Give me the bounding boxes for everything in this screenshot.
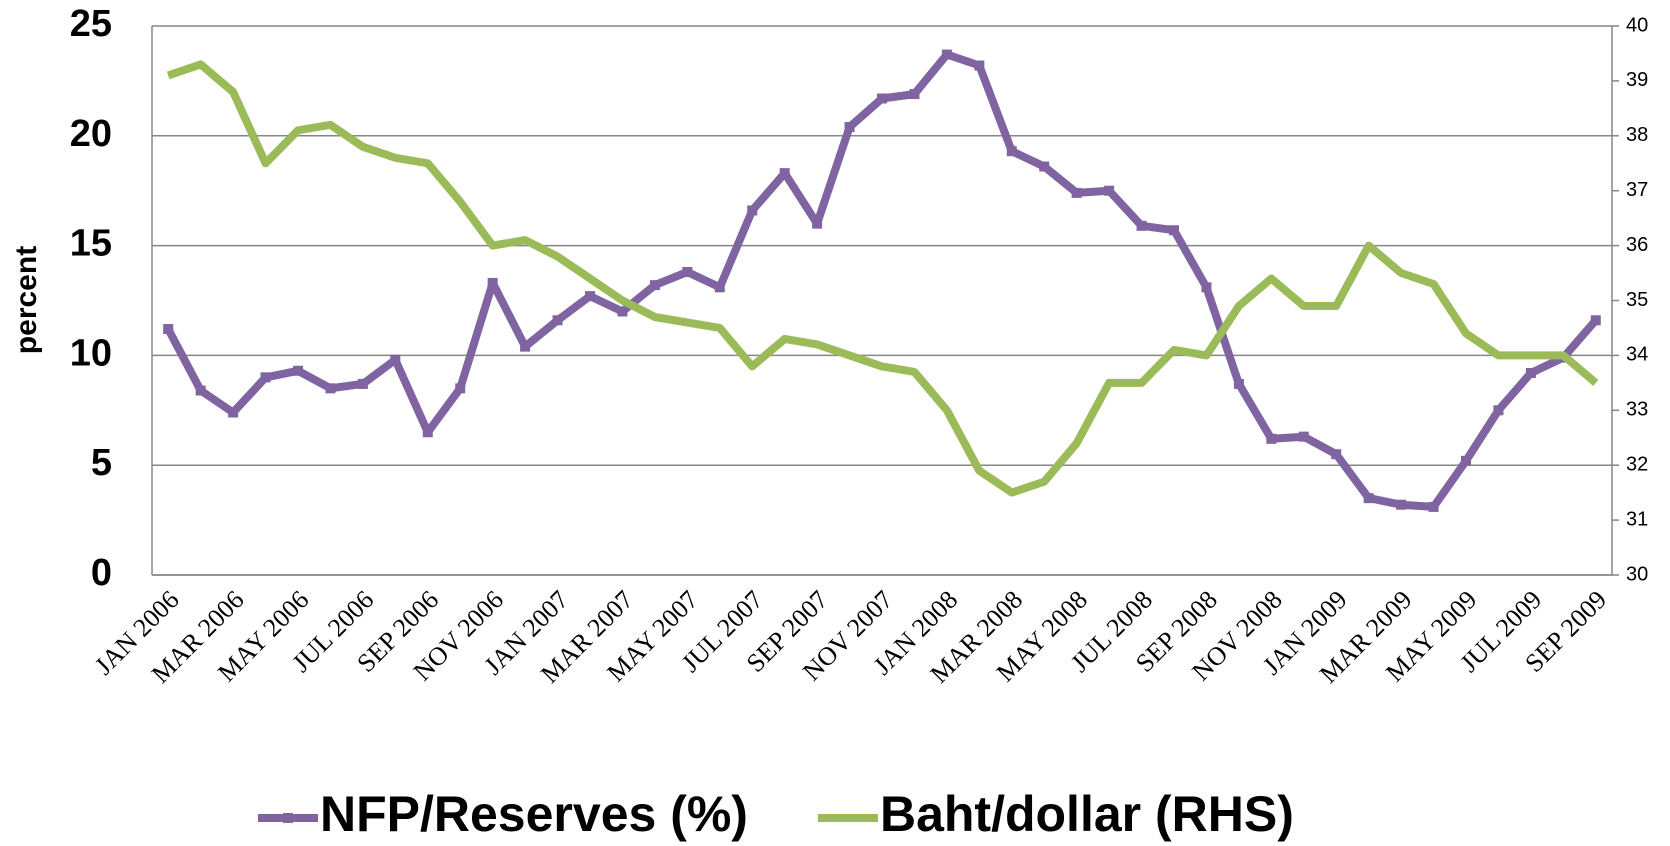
y-tick-label: 20 (70, 113, 112, 155)
y-tick-label: 10 (70, 332, 112, 374)
marker (1039, 161, 1050, 172)
marker (1461, 455, 1471, 466)
marker (649, 280, 660, 291)
marker (195, 385, 206, 396)
y2-tick-label: 32 (1626, 453, 1648, 475)
marker (1525, 367, 1536, 378)
marker (163, 324, 174, 335)
marker (1493, 405, 1504, 416)
y-axis-label: percent (10, 246, 43, 354)
y2-tick-label: 40 (1626, 14, 1648, 36)
marker (1363, 493, 1374, 504)
marker (844, 122, 855, 133)
marker (1298, 431, 1309, 442)
series-line (164, 50, 1599, 511)
marker (357, 378, 368, 389)
marker (747, 205, 758, 216)
series-line (166, 60, 1599, 497)
marker (520, 341, 531, 352)
marker (1266, 433, 1277, 444)
y-tick-label: 25 (70, 3, 112, 45)
marker (552, 315, 563, 326)
marker (293, 365, 303, 376)
legend-label: Baht/dollar (RHS) (880, 786, 1294, 842)
marker (422, 427, 433, 438)
marker (1331, 449, 1342, 460)
marker (260, 372, 271, 383)
y2-tick-label: 39 (1626, 69, 1648, 91)
marker (390, 354, 401, 365)
marker (228, 407, 239, 418)
marker (1396, 499, 1407, 510)
marker (1136, 220, 1147, 231)
y2-tick-label: 31 (1626, 508, 1648, 530)
y-tick-label: 5 (91, 442, 112, 484)
marker (779, 168, 790, 179)
y2-tick-label: 38 (1626, 124, 1648, 146)
marker (487, 277, 498, 288)
y2-tick-label: 37 (1626, 179, 1648, 201)
y2-tick-label: 33 (1626, 399, 1648, 421)
legend-marker (283, 813, 293, 823)
marker (325, 383, 336, 394)
y2-tick-label: 36 (1626, 234, 1648, 256)
marker (1006, 146, 1017, 157)
marker (714, 282, 725, 293)
legend-label: NFP/Reserves (%) (320, 786, 748, 842)
marker (1071, 187, 1082, 198)
y2-tick-label: 35 (1626, 289, 1648, 311)
marker (812, 218, 823, 229)
y-tick-label: 15 (70, 223, 112, 265)
marker (1201, 282, 1212, 293)
marker (1169, 225, 1179, 236)
marker (877, 93, 887, 104)
marker (1590, 315, 1601, 326)
marker (585, 291, 595, 302)
marker (682, 266, 693, 277)
marker (1104, 185, 1115, 196)
marker (974, 60, 985, 71)
marker (909, 89, 920, 100)
marker (455, 383, 466, 394)
marker (617, 306, 628, 317)
y2-tick-label: 30 (1626, 563, 1648, 585)
marker (1233, 378, 1244, 389)
marker (1428, 501, 1439, 512)
marker (941, 49, 952, 60)
y-tick-label: 0 (91, 552, 112, 594)
y2-tick-label: 34 (1626, 344, 1648, 366)
